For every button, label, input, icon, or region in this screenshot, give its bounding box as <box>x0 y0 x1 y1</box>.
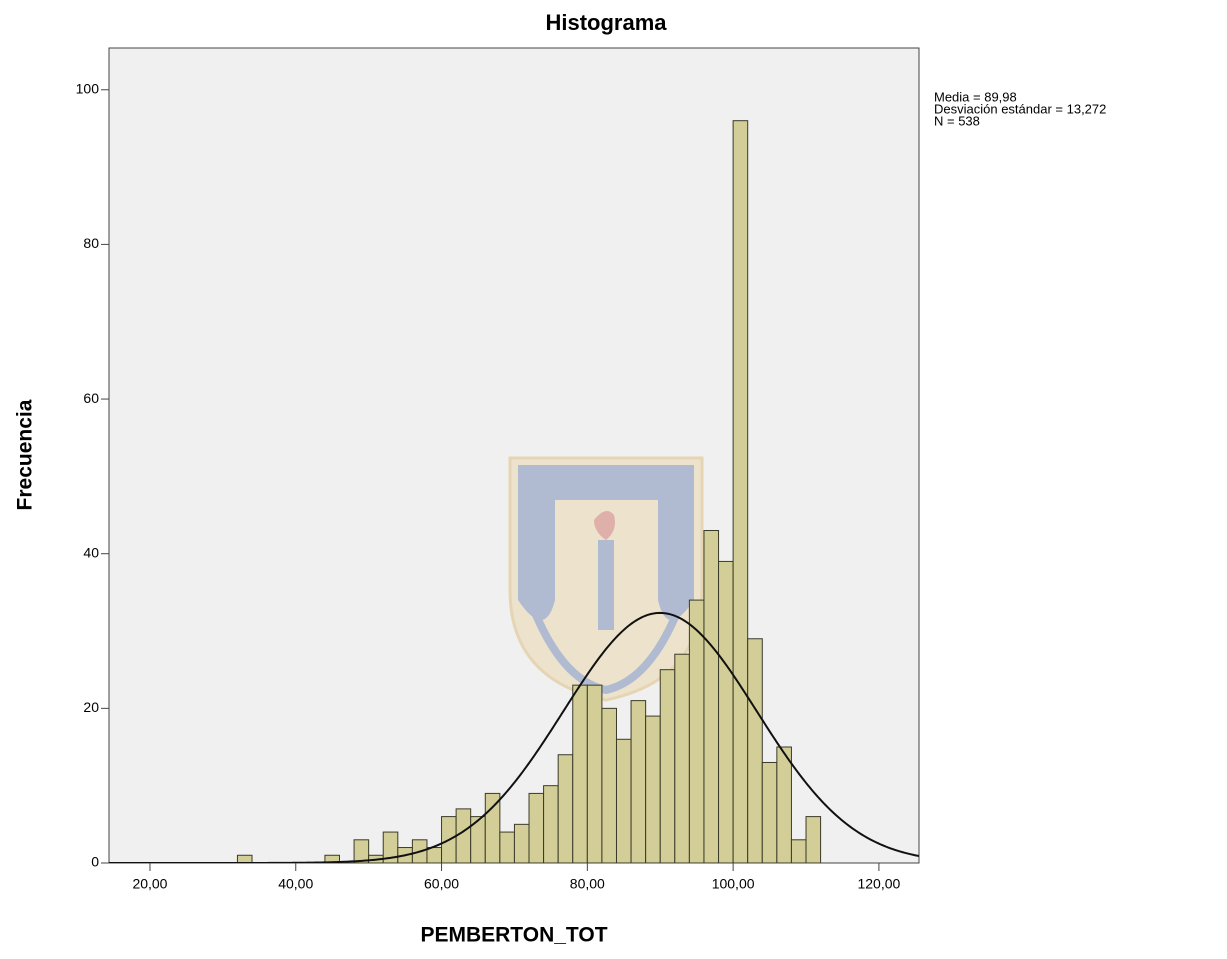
x-tick-label: 60,00 <box>424 876 459 892</box>
bar <box>703 530 720 863</box>
bar <box>543 785 559 863</box>
bar <box>645 715 661 863</box>
bar <box>630 700 647 863</box>
y-tick-label: 100 <box>76 80 100 96</box>
bar <box>324 854 340 863</box>
y-axis-label: Frecuencia <box>14 399 37 510</box>
x-tick-label: 120,00 <box>857 876 900 892</box>
plot-area <box>108 47 920 864</box>
bar <box>499 831 515 863</box>
bar <box>586 684 603 863</box>
bar <box>747 638 763 863</box>
bar <box>790 839 807 863</box>
watermark <box>508 456 704 702</box>
x-axis-label: PEMBERTON_TOT <box>420 924 607 947</box>
stat-label: N = 538 <box>934 113 980 128</box>
x-tick-label: 20,00 <box>132 876 167 892</box>
y-tick-label: 80 <box>83 235 99 251</box>
bar <box>761 761 778 863</box>
bar <box>776 746 792 863</box>
bar <box>688 599 705 863</box>
x-tick-label: 80,00 <box>570 876 605 892</box>
bar <box>426 847 443 863</box>
bar <box>718 560 734 863</box>
bar <box>353 839 370 863</box>
bar <box>732 120 749 863</box>
bar <box>236 854 253 863</box>
bar <box>484 792 501 863</box>
y-tick-label: 40 <box>83 544 99 560</box>
bar <box>572 684 588 863</box>
bar <box>659 669 676 863</box>
y-tick-label: 60 <box>83 390 99 406</box>
chart-title: Histograma <box>545 10 667 35</box>
normal-curve <box>109 611 919 863</box>
stat-label: Media = 89,98 <box>934 89 1017 104</box>
bar <box>528 792 545 863</box>
bar <box>805 816 822 863</box>
bar <box>601 707 617 863</box>
bar <box>455 808 472 863</box>
plot-marks <box>109 120 919 863</box>
bar <box>513 823 530 863</box>
y-tick-label: 0 <box>91 854 99 870</box>
bar <box>615 738 632 863</box>
y-tick-label: 20 <box>83 699 99 715</box>
bar <box>674 653 690 863</box>
x-tick-label: 100,00 <box>712 876 755 892</box>
bar <box>557 754 574 863</box>
stat-label: Desviación estándar = 13,272 <box>934 101 1106 116</box>
x-tick-label: 40,00 <box>278 876 313 892</box>
